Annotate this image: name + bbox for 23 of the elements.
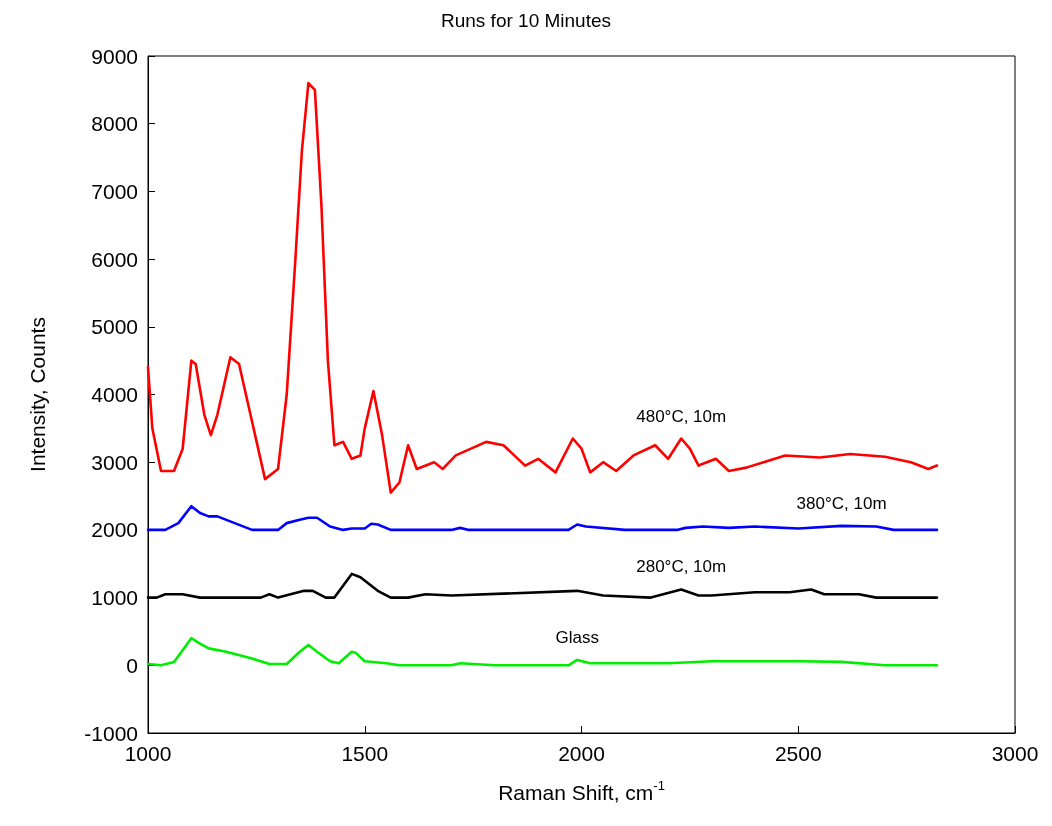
chart-title: Runs for 10 Minutes xyxy=(440,10,612,31)
x-tick-label: 3000 xyxy=(991,742,1039,765)
y-tick-label: 1000 xyxy=(91,586,138,610)
series-label: 280°C, 10m xyxy=(636,557,727,577)
y-tick-label: 5000 xyxy=(91,315,138,339)
x-tick-label: 1500 xyxy=(341,742,389,765)
y-tick-label: 8000 xyxy=(91,112,138,136)
y-tick-label: 6000 xyxy=(91,247,138,271)
series-label: 380°C, 10m xyxy=(796,493,887,513)
x-tick-label: 2500 xyxy=(774,742,822,765)
series-label: Glass xyxy=(555,627,599,647)
line-series xyxy=(146,81,939,494)
y-tick-label: 3000 xyxy=(91,450,138,474)
x-tick-label: 2000 xyxy=(558,742,605,765)
y-tick-label: -1000 xyxy=(84,721,138,745)
y-tick-label: 4000 xyxy=(91,383,138,406)
y-tick-label: 2000 xyxy=(91,518,138,542)
x-tick-label: 1000 xyxy=(124,742,172,765)
series-label: 480°C, 10m xyxy=(636,406,727,426)
y-axis-title: Intensity, Counts xyxy=(26,317,49,472)
y-tick-label: 9000 xyxy=(91,44,138,68)
y-tick-label: 0 xyxy=(126,653,138,677)
y-tick-label: 7000 xyxy=(91,179,138,203)
